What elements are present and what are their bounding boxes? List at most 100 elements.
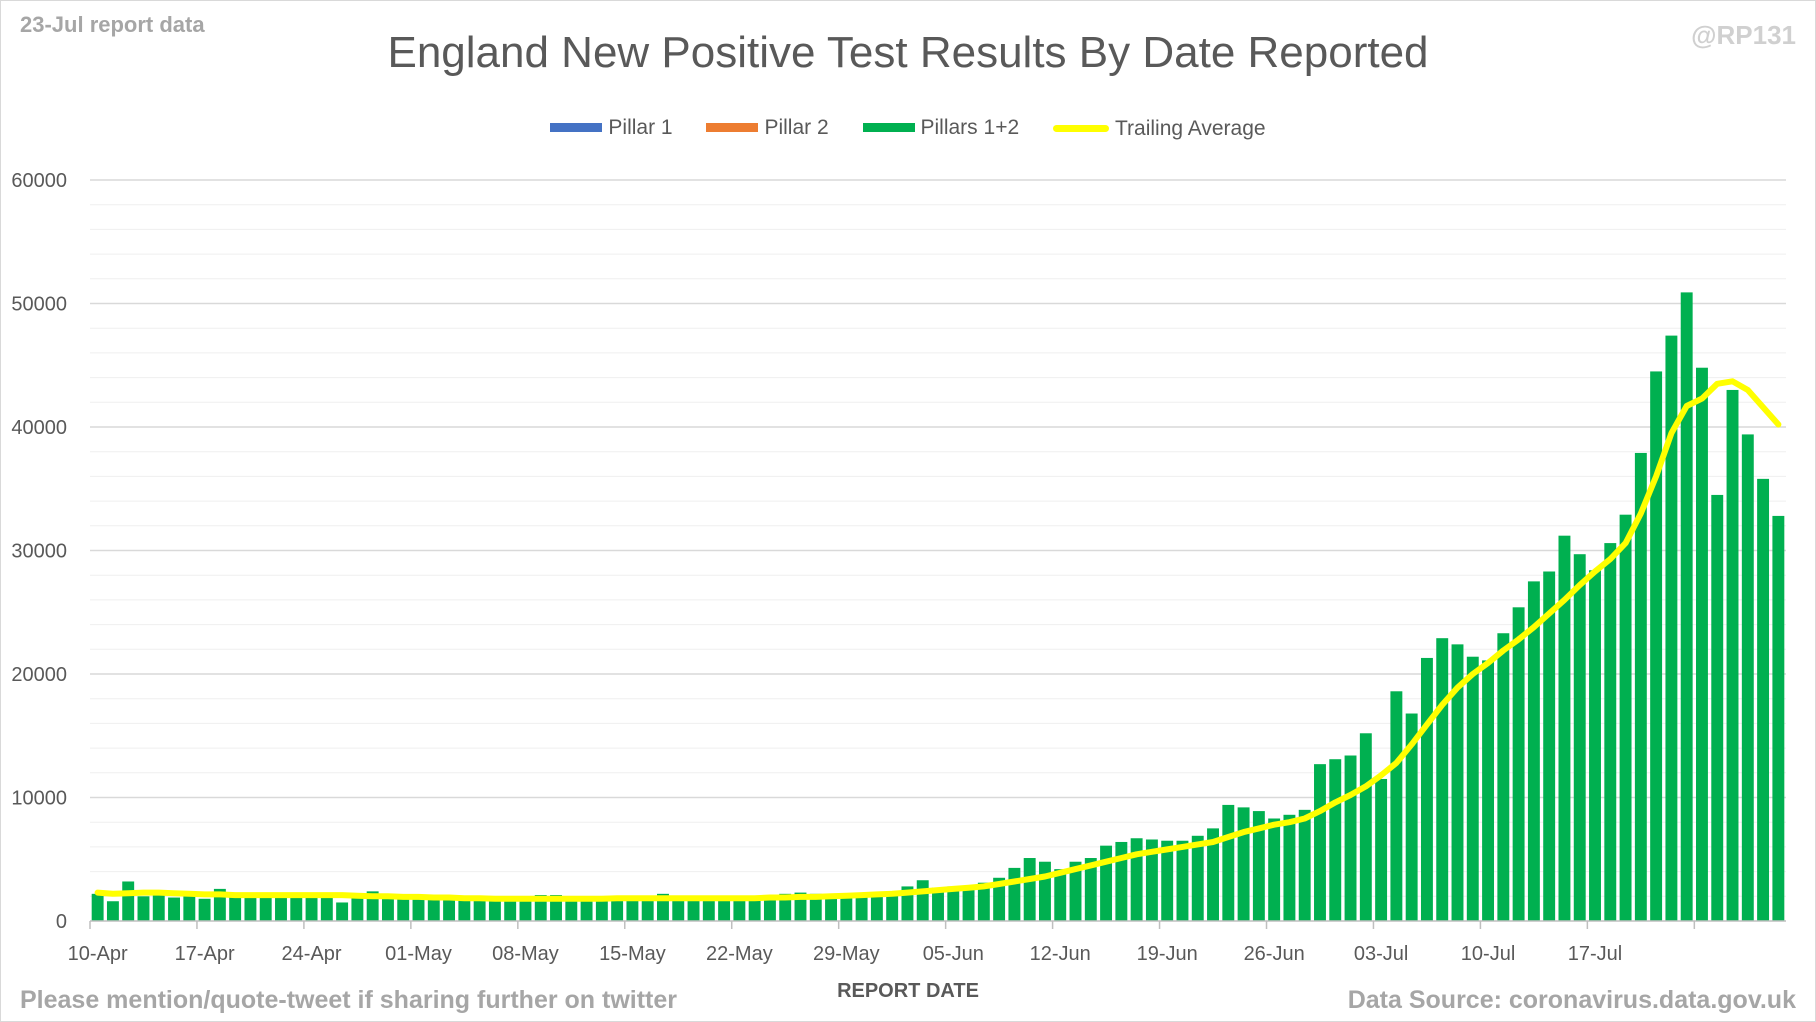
bar: [886, 891, 899, 921]
bar: [259, 895, 272, 921]
legend: Pillar 1 Pillar 2 Pillars 1+2 Trailing A…: [0, 114, 1816, 141]
y-tick-label: 40000: [11, 417, 67, 439]
bar: [1772, 515, 1785, 921]
legend-swatch-trailing-average: [1052, 125, 1109, 132]
bar: [397, 898, 410, 921]
bar: [916, 880, 929, 921]
bar: [1619, 514, 1632, 921]
axes: 0 10000 20000 30000 40000 50000 60000 10-Apr 17-…: [11, 170, 1786, 965]
bar: [1696, 367, 1708, 922]
bar: [122, 881, 135, 921]
bar: [565, 897, 578, 921]
bar: [901, 886, 914, 921]
bars-pillars-1-2: [91, 292, 1785, 922]
trailing-average-line: [94, 378, 1782, 902]
bar: [702, 897, 715, 921]
bar: [1558, 535, 1571, 921]
bar: [1252, 811, 1265, 921]
bar: [809, 893, 822, 921]
bar: [1757, 478, 1770, 921]
bar: [1283, 814, 1296, 921]
y-tick-label: 50000: [11, 294, 67, 316]
bar: [106, 901, 119, 921]
legend-item-pillar-1: Pillar 1: [550, 115, 673, 140]
bar: [1008, 867, 1021, 921]
bar: [1451, 644, 1464, 921]
bar: [687, 898, 700, 921]
bar: [595, 898, 608, 921]
legend-item-pillar-2: Pillar 2: [706, 116, 829, 140]
bar: [1436, 638, 1449, 921]
legend-swatch-pillars-1-2: [862, 123, 915, 132]
bar: [1497, 633, 1510, 921]
bar: [488, 900, 501, 921]
y-tick-label: 60000: [11, 170, 67, 192]
bar: [534, 895, 547, 921]
bar: [962, 886, 975, 921]
bar: [1665, 335, 1678, 921]
bar: [443, 898, 456, 921]
bar: [351, 896, 364, 921]
bar: [855, 895, 868, 921]
bar: [1191, 835, 1204, 921]
bar: [1237, 807, 1250, 921]
bar: [91, 893, 104, 921]
bar: [244, 896, 257, 921]
bar: [1650, 371, 1663, 921]
bar: [1084, 858, 1097, 921]
x-tick-label: 08-May: [492, 943, 559, 965]
bar: [229, 895, 242, 921]
bar: [1726, 389, 1739, 921]
bar: [458, 898, 471, 921]
bar: [977, 882, 990, 921]
bar: [1482, 660, 1495, 921]
bar: [1038, 861, 1051, 921]
bar: [1176, 840, 1189, 921]
bar: [412, 897, 425, 921]
bar: [1573, 554, 1586, 921]
bar: [1100, 845, 1113, 921]
bar: [137, 896, 150, 921]
bar: [626, 896, 639, 921]
bar: [657, 893, 669, 921]
bar: [1466, 656, 1479, 921]
bar: [275, 896, 287, 921]
bar: [1222, 804, 1235, 921]
x-tick-label: 19-Jun: [1137, 943, 1198, 965]
bar: [1680, 292, 1693, 921]
bar: [840, 893, 853, 921]
bar: [1023, 858, 1036, 921]
trailing-average-path: [94, 378, 1782, 902]
x-tick-label: 10-Jul: [1461, 943, 1515, 965]
bar: [336, 902, 349, 921]
bar: [198, 898, 211, 921]
bar: [1390, 691, 1403, 921]
bar: [1130, 838, 1143, 921]
x-tick-label: 10-Apr: [68, 943, 128, 965]
bar: [504, 898, 517, 921]
legend-label-trailing-average: Trailing Average: [1114, 116, 1266, 140]
x-tick-label: 01-May: [385, 943, 452, 965]
bar: [381, 895, 394, 921]
bar: [1634, 452, 1647, 921]
bar: [870, 893, 883, 921]
x-tick-label: 12-Jun: [1030, 943, 1091, 965]
bar: [1375, 778, 1388, 921]
author-handle: @RP131: [1691, 20, 1796, 50]
y-tick-label: 10000: [11, 788, 67, 810]
bar: [932, 887, 944, 921]
bar: [366, 891, 379, 921]
legend-label-pillar-1: Pillar 1: [608, 115, 673, 139]
bar: [1298, 809, 1311, 921]
legend-item-pillars-1-2: Pillars 1+2: [862, 116, 1019, 140]
y-tick-label: 30000: [11, 541, 67, 563]
bar: [290, 893, 303, 921]
legend-swatch-pillar-2: [706, 123, 759, 132]
bar: [1314, 764, 1326, 921]
x-tick-label: 17-Jul: [1568, 943, 1622, 965]
bar: [152, 895, 165, 921]
y-tick-label: 0: [56, 911, 67, 933]
bar: [1420, 657, 1433, 921]
bar: [1741, 434, 1754, 921]
chart-title: England New Positive Test Results By Dat…: [387, 28, 1429, 77]
